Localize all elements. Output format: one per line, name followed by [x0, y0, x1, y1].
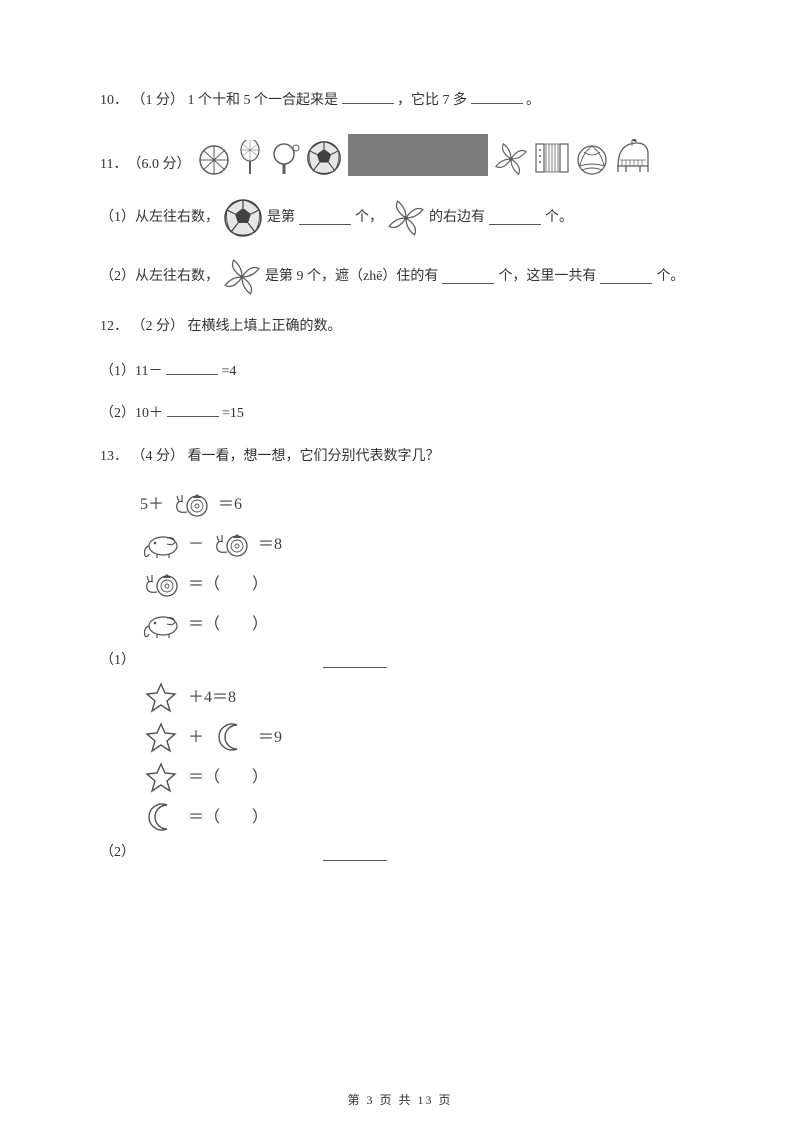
q13-set2-r2-a: ＋ [188, 725, 204, 751]
q13-set2-r1-a: ＋4＝8 [188, 685, 236, 711]
pinwheel-icon [387, 199, 425, 237]
q11-sub2-mid1: 是第 9 个，遮（zhē）住的有 [265, 266, 438, 288]
q12-sub2-blank[interactable] [167, 403, 219, 417]
q12-sub2-b: =15 [222, 406, 244, 421]
q12-sub2-a: （2）10＋ [100, 406, 163, 421]
q11-sub2: （2）从左往右数， 是第 9 个，遮（zhē）住的有 个，这里一共有 个。 [100, 258, 700, 296]
q13-set2-r2-b: ＝9 [258, 725, 282, 751]
snail-icon [170, 490, 212, 520]
q11-sub2-blank2[interactable] [600, 270, 652, 284]
q12-points: （2 分） [132, 319, 185, 334]
q13-set2-row2: ＋ ＝9 [140, 722, 700, 752]
q13-set2-answer-blank[interactable] [323, 847, 387, 861]
q12-text: 在横线上填上正确的数。 [188, 319, 342, 334]
q11-sub1-mid3: 的右边有 [429, 207, 485, 229]
q11-sub2-suffix: 个。 [656, 266, 684, 288]
q13-set1-row1: 5＋ ＝6 [140, 490, 700, 520]
paddle-icon [270, 142, 300, 176]
moon-icon [210, 722, 252, 752]
q11-sub1-blank1[interactable] [299, 211, 351, 225]
q11-sub1: （1）从左往右数， 是第 个， 的右边有 个。 [100, 198, 700, 238]
q13-set1-r3: ＝（ ） [188, 572, 268, 598]
pinwheel-icon [223, 258, 261, 296]
q12-sub1-blank[interactable] [166, 361, 218, 375]
q13-set1-r1-b: ＝6 [218, 492, 242, 518]
q13-set2-row1: ＋4＝8 [140, 682, 700, 712]
q13-set2-row4: ＝（ ） [140, 802, 700, 832]
q11-sub1-suffix: 个。 [545, 207, 573, 229]
hidden-box [348, 134, 488, 176]
q10-points: （1 分） [132, 93, 185, 108]
q11-sub2-prefix: （2）从左往右数， [100, 266, 219, 288]
q10-number: 10． [100, 93, 128, 108]
q13-set1-r4: ＝（ ） [188, 612, 268, 638]
elephant-icon [140, 610, 182, 640]
question-12: 12． （2 分） 在横线上填上正确的数。 [100, 316, 700, 338]
q13-set2: ＋4＝8 ＋ ＝9 ＝（ ） ＝（ ） [140, 682, 700, 832]
q13-set1-row3: ＝（ ） [140, 570, 700, 600]
snail-icon [140, 570, 182, 600]
q11-sub2-mid2: 个，这里一共有 [498, 266, 596, 288]
pinwheel-icon [494, 142, 528, 176]
q13-set2-label: （2） [100, 842, 135, 864]
q10-blank-1[interactable] [342, 90, 394, 104]
q12-sub1-a: （1）11－ [100, 364, 162, 379]
q11-items-row [198, 134, 652, 176]
q10-text-c: 。 [526, 93, 540, 108]
q13-set2-row3: ＝（ ） [140, 762, 700, 792]
star-icon [140, 722, 182, 752]
page-footer: 第 3 页 共 13 页 [0, 1091, 800, 1110]
volleyball-icon [576, 144, 608, 176]
racket-icon [236, 140, 264, 176]
q11-sub1-mid1: 是第 [267, 207, 295, 229]
q13-points: （4 分） [132, 449, 185, 464]
soccer-icon [306, 140, 342, 176]
q12-sub1: （1）11－ =4 [100, 361, 700, 383]
q13-set1: 5＋ ＝6 － ＝8 ＝（ ） ＝（ ） [140, 490, 700, 640]
soccer-icon [223, 198, 263, 238]
star-icon [140, 682, 182, 712]
q13-set1-r1-a: 5＋ [140, 492, 164, 518]
moon-icon [140, 802, 182, 832]
snail-icon [210, 530, 252, 560]
q11-sub1-blank2[interactable] [489, 211, 541, 225]
q13-set1-answer-blank[interactable] [323, 654, 387, 668]
piano-icon [614, 138, 652, 176]
q12-sub1-b: =4 [221, 364, 236, 379]
q13-set1-label-row: （1） [100, 650, 700, 672]
q13-set1-label: （1） [100, 650, 135, 672]
q11-points: （6.0 分） [127, 154, 190, 176]
q11-sub1-mid2: 个， [355, 207, 383, 229]
q11-sub2-blank1[interactable] [442, 270, 494, 284]
accordion-icon [534, 140, 570, 176]
star-icon [140, 762, 182, 792]
elephant-icon [140, 530, 182, 560]
q10-text-b: ，它比 7 多 [397, 93, 467, 108]
q12-sub2: （2）10＋ =15 [100, 403, 700, 425]
q11-sub1-prefix: （1）从左往右数， [100, 207, 219, 229]
question-13: 13． （4 分） 看一看，想一想，它们分别代表数字几？ [100, 446, 700, 468]
q13-set2-r3: ＝（ ） [188, 765, 268, 791]
q13-set1-r2-a: － [188, 532, 204, 558]
q10-blank-2[interactable] [471, 90, 523, 104]
q10-text-a: 1 个十和 5 个一合起来是 [188, 93, 339, 108]
q13-set1-row4: ＝（ ） [140, 610, 700, 640]
q13-text: 看一看，想一想，它们分别代表数字几？ [188, 449, 440, 464]
q11-number: 11． [100, 154, 127, 176]
question-11-header: 11． （6.0 分） [100, 134, 700, 176]
question-10: 10． （1 分） 1 个十和 5 个一合起来是 ，它比 7 多 。 [100, 90, 700, 112]
q13-set1-row2: － ＝8 [140, 530, 700, 560]
basketball-icon [198, 144, 230, 176]
q12-number: 12． [100, 319, 128, 334]
q13-set2-label-row: （2） [100, 842, 700, 864]
q13-set1-r2-b: ＝8 [258, 532, 282, 558]
q13-set2-r4: ＝（ ） [188, 805, 268, 831]
q13-number: 13． [100, 449, 128, 464]
